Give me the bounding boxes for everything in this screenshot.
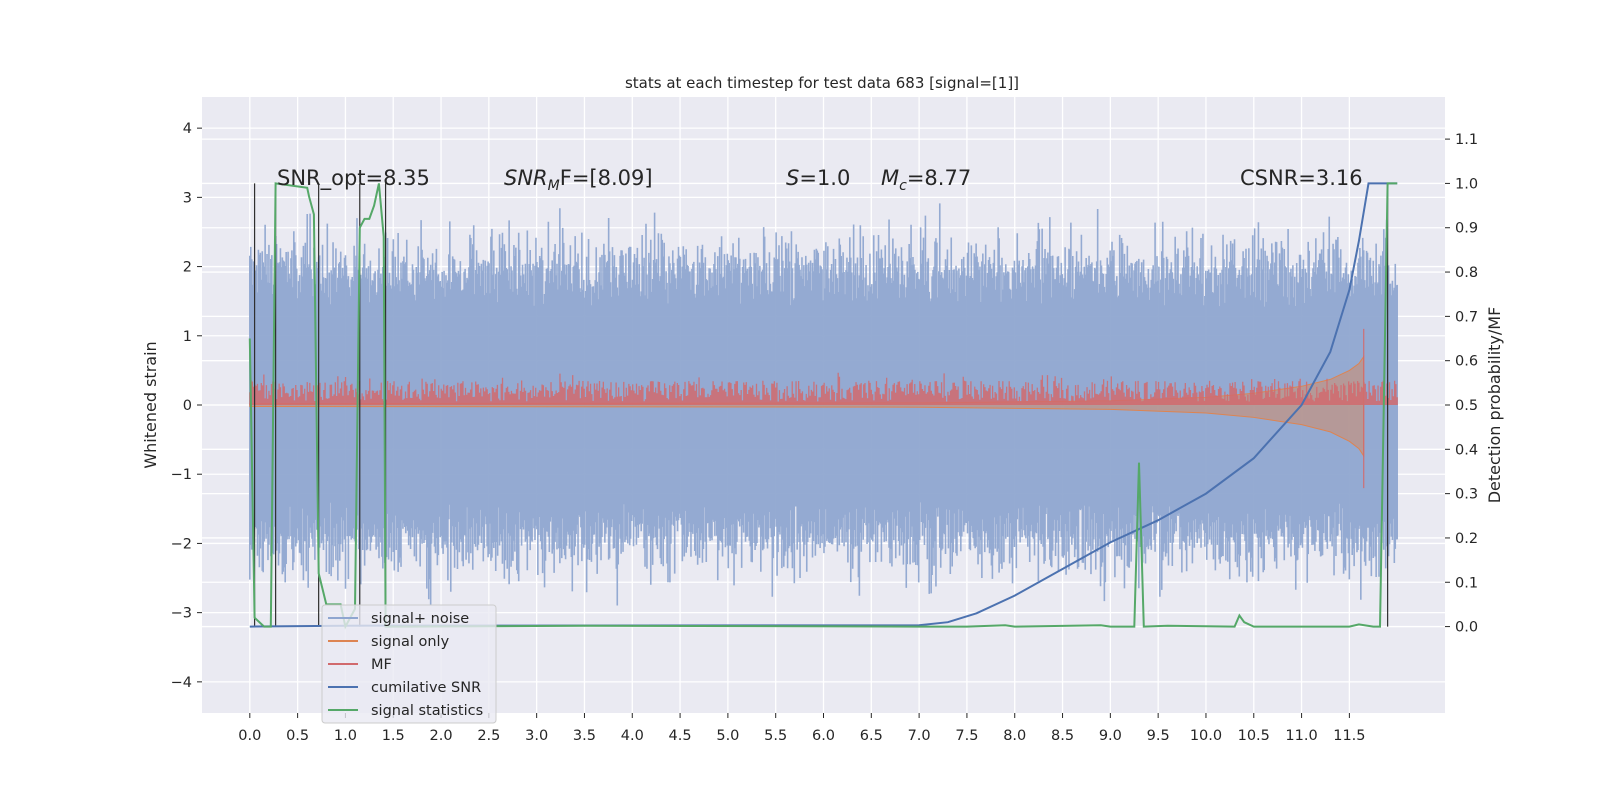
y-axis-label-right: Detection probability/MF [1485,307,1504,504]
y-tick-label-left: 0 [183,398,192,414]
cumulative-snr-series [249,182,1398,628]
y-axis-ticks-left: −4 −3 −2 −1 0 1 2 3 4 [171,121,202,691]
y-tick-label-right: 1.0 [1455,176,1478,192]
mf-trace [249,328,1398,489]
y-tick-label-left: 3 [183,190,192,206]
x-tick-label: 7.5 [955,728,978,744]
y-tick-label-left: −1 [171,467,192,483]
y-tick-label-right: 0.6 [1455,354,1478,370]
y-tick-label-left: 2 [183,260,192,276]
annotation-mc-subscript: c [899,178,907,194]
y-axis-ticks-right: 0.0 0.1 0.2 0.3 0.4 0.5 0.6 0.7 0.8 0.9 1.0 1.1 [1445,132,1478,636]
x-tick-label: 9.5 [1147,728,1170,744]
annotation-s: S=1.0 [786,166,850,190]
annotation-csnr: CSNR=3.16 [1240,166,1363,190]
y-tick-label-left: −2 [171,536,192,552]
chart-title: stats at each timestep for test data 683… [625,74,1019,92]
y-tick-label-right: 0.5 [1455,398,1478,414]
legend-label: cumilative SNR [371,680,481,696]
x-tick-label: 9.0 [1099,728,1122,744]
y-axis-label-left: Whitened strain [141,341,160,468]
y-tick-label-right: 0.7 [1455,309,1478,325]
legend-label: signal only [371,634,450,650]
y-tick-label-right: 0.1 [1455,575,1478,591]
annotation-snr-opt: SNR_opt=8.35 [277,166,430,191]
legend-label: MF [371,657,392,673]
y-tick-label-right: 0.3 [1455,487,1478,503]
y-tick-label-right: 0.4 [1455,442,1478,458]
x-tick-label: 0.0 [238,728,261,744]
x-tick-label: 10.5 [1238,728,1270,744]
x-tick-label: 5.0 [716,728,739,744]
mf-series [249,328,1398,489]
annotation-s-rest: =1.0 [799,166,850,190]
annotation-mc-rest: =8.77 [907,166,971,190]
annotation-snr-mf-rest: F=[8.09] [560,166,653,190]
x-tick-label: 8.5 [1051,728,1074,744]
x-tick-label: 4.0 [621,728,644,744]
x-tick-label: 1.5 [382,728,405,744]
x-tick-label: 1.0 [334,728,357,744]
x-tick-label: 11.5 [1333,728,1365,744]
y-tick-label-left: −4 [171,675,192,691]
y-tick-label-right: 1.1 [1455,132,1478,148]
annotation-snr-mf-subscript: M [548,178,560,194]
y-tick-label-left: 1 [183,329,192,345]
annotation-snr-mf-name: SNR [504,166,548,190]
y-tick-label-right: 0.2 [1455,531,1478,547]
x-tick-label: 4.5 [669,728,692,744]
legend-label: signal+ noise [371,611,469,627]
x-tick-label: 11.0 [1285,728,1317,744]
y-tick-label-right: 0.0 [1455,620,1478,636]
legend-frame [321,604,497,724]
x-tick-label: 8.0 [1003,728,1026,744]
x-tick-label: 3.0 [525,728,548,744]
x-tick-label: 2.5 [477,728,500,744]
x-axis-ticks: 0.0 0.5 1.0 1.5 2.0 2.5 3.0 3.5 4.0 4.5 5.0 5.5 6.0 6… [238,713,1366,744]
y-tick-label-right: 0.9 [1455,221,1478,237]
legend: signal+ noise signal only MF cumilative SNR… [321,604,497,724]
annotation-mc: Mc=8.77 [881,166,971,194]
x-tick-label: 10.0 [1190,728,1222,744]
x-tick-label: 7.0 [908,728,931,744]
annotation-snr-mf: SNRMF=[8.09] [504,166,653,194]
x-tick-label: 0.5 [286,728,309,744]
x-tick-label: 6.5 [860,728,883,744]
x-tick-label: 5.5 [764,728,787,744]
x-tick-label: 6.0 [812,728,835,744]
x-tick-label: 2.0 [430,728,453,744]
y-tick-label-left: −3 [171,606,192,622]
x-tick-label: 3.5 [573,728,596,744]
annotation-s-name: S [786,166,799,190]
y-tick-label-left: 4 [183,121,192,137]
y-tick-label-right: 0.8 [1455,265,1478,281]
legend-items: signal+ noise signal only MF cumilative SNR… [328,611,483,719]
legend-label: signal statistics [371,703,483,719]
annotation-mc-name: M [881,166,899,190]
cumulative-snr-line [249,182,1398,628]
